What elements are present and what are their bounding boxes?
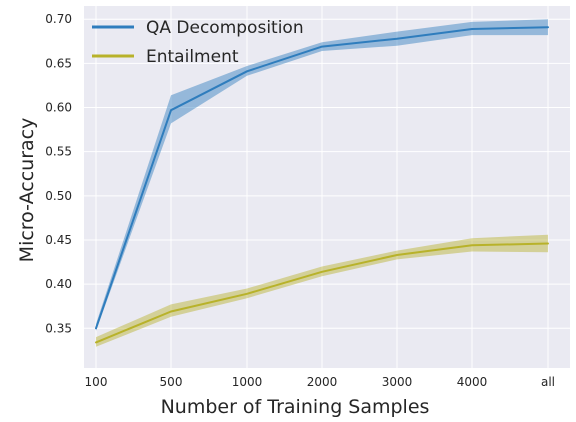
legend: QA Decomposition Entailment	[92, 18, 304, 67]
y-tick-label: 0.65	[45, 56, 72, 70]
line-qa-decomposition	[95, 26, 549, 330]
x-tick-label: 500	[160, 375, 183, 389]
x-axis-title: Number of Training Samples	[161, 396, 430, 418]
y-tick-label: 0.70	[45, 12, 72, 26]
x-tick-label: all	[541, 375, 555, 389]
x-tick-label: 1000	[232, 375, 263, 389]
x-tick-label: 4000	[457, 375, 488, 389]
legend-label-entailment: Entailment	[146, 47, 239, 67]
line-entailment	[95, 242, 549, 344]
band-qa-decomposition	[96, 19, 548, 331]
y-tick-label: 0.40	[45, 277, 72, 291]
y-tick-label: 0.55	[45, 145, 72, 159]
legend-label-qa-decomposition: QA Decomposition	[146, 18, 304, 38]
band-entailment	[96, 234, 548, 347]
y-tick-label: 0.50	[45, 189, 72, 203]
series-lines	[95, 26, 549, 344]
x-tick-label: 2000	[307, 375, 338, 389]
confidence-bands	[96, 19, 548, 347]
grid	[84, 6, 570, 368]
x-axis-ticks: 100 500 1000 2000 3000 4000 all	[85, 375, 555, 389]
y-tick-label: 0.35	[45, 321, 72, 335]
x-tick-label: 100	[85, 375, 108, 389]
y-tick-label: 0.60	[45, 101, 72, 115]
plot-background	[84, 6, 570, 368]
y-axis-title: Micro-Accuracy	[16, 118, 38, 263]
y-axis-ticks: 0.35 0.40 0.45 0.50 0.55 0.60 0.65 0.70	[45, 12, 72, 335]
x-tick-label: 3000	[382, 375, 413, 389]
y-tick-label: 0.45	[45, 233, 72, 247]
